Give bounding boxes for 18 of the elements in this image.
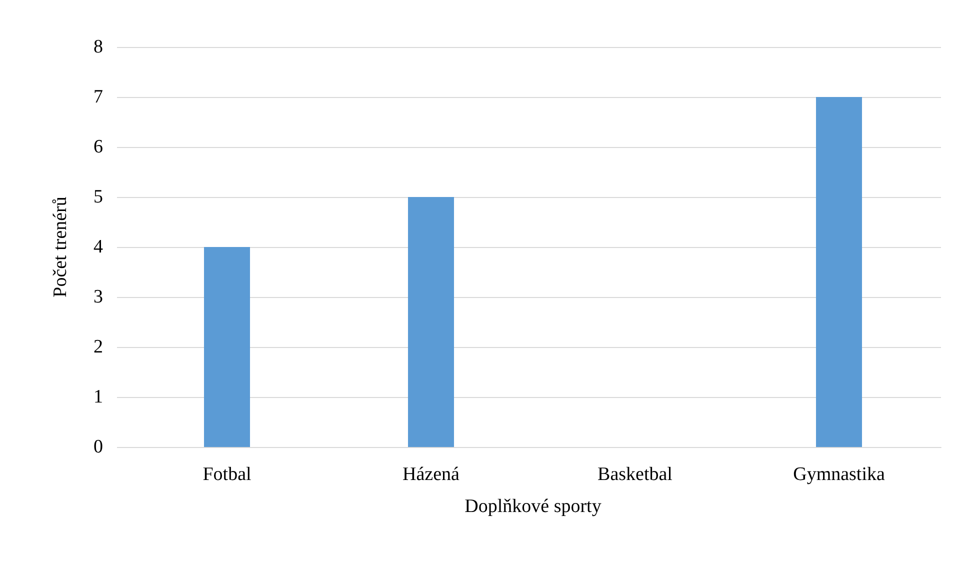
y-tick-label: 5: [94, 186, 103, 208]
bar: [204, 247, 250, 447]
y-tick-label: 4: [94, 236, 104, 258]
x-tick-label: Gymnastika: [793, 464, 886, 485]
x-tick-label: Házená: [402, 464, 460, 485]
y-tick-label: 8: [94, 36, 103, 58]
y-tick-label: 6: [94, 136, 103, 158]
y-tick-label: 7: [94, 86, 103, 108]
x-tick-label: Basketbal: [598, 464, 672, 485]
bar: [816, 97, 862, 447]
y-tick-label: 1: [94, 386, 103, 408]
x-axis-title: Doplňkové sporty: [464, 496, 602, 517]
y-axis-title: Počet trenérů: [50, 196, 71, 298]
y-tick-label: 3: [94, 286, 103, 308]
y-tick-label: 0: [94, 436, 103, 458]
bar: [408, 197, 454, 447]
y-tick-label: 2: [94, 336, 103, 358]
x-tick-label: Fotbal: [202, 464, 252, 485]
